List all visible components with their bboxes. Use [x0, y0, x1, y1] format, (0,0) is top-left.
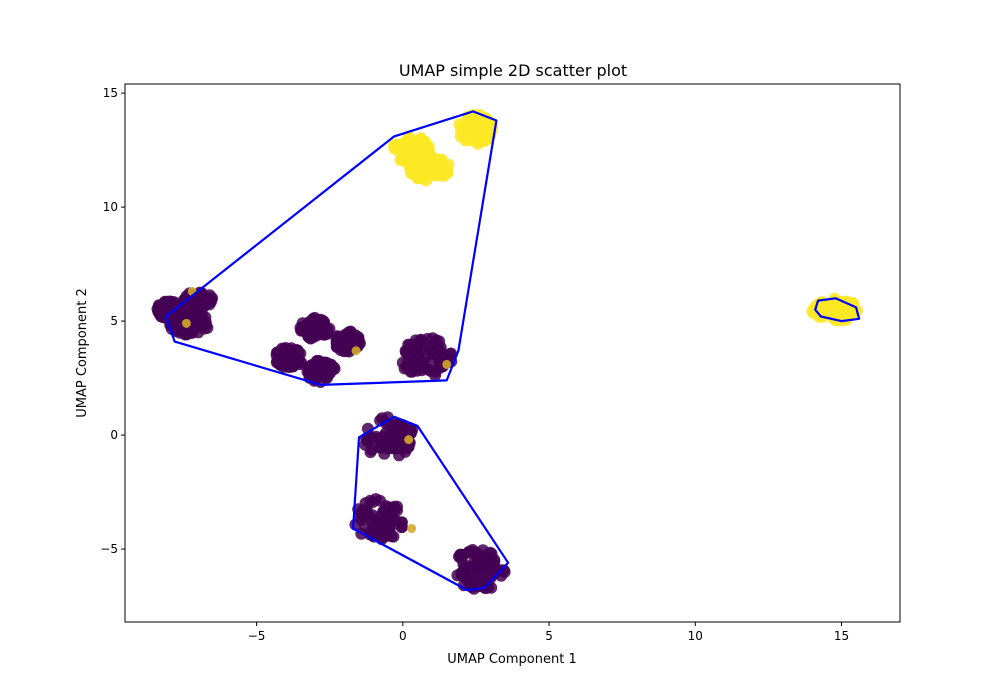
- scatter-point: [388, 439, 401, 452]
- y-tick-label: −5: [100, 542, 118, 556]
- scatter-point: [359, 497, 372, 510]
- scatter-point: [453, 118, 466, 131]
- scatter-point: [303, 331, 316, 343]
- scatter-point: [393, 418, 406, 431]
- scatter-point: [189, 294, 202, 307]
- scatter-point: [373, 441, 385, 454]
- scatter-point: [203, 298, 216, 311]
- convex-hull: [352, 415, 510, 592]
- scatter-point: [377, 531, 390, 544]
- scatter-point: [283, 357, 296, 370]
- scatter-point: [433, 335, 446, 348]
- scatter-point: [412, 172, 425, 184]
- scatter-point: [396, 139, 409, 151]
- y-tick-label: 5: [110, 314, 118, 328]
- y-tick-label: 0: [110, 428, 118, 442]
- x-tick-label: 10: [688, 629, 703, 643]
- scatter-point: [424, 354, 437, 367]
- scatter-point: [384, 513, 397, 526]
- scatter-point: [463, 112, 476, 125]
- scatter-point: [457, 558, 470, 571]
- scatter-point: [405, 344, 418, 356]
- scatter-point: [408, 154, 421, 166]
- scatter-point: [285, 348, 298, 360]
- convex-hull: [814, 297, 861, 323]
- scatter-point: [400, 442, 413, 455]
- y-axis-label: UMAP Component 2: [75, 288, 90, 417]
- scatter-point: [316, 363, 329, 376]
- scatter-point: [402, 130, 415, 143]
- scatter-point: [194, 314, 207, 327]
- points-layer: [151, 108, 863, 595]
- scatter-point: [380, 433, 393, 446]
- chart-title: UMAP simple 2D scatter plot: [399, 61, 627, 80]
- x-tick-label: 15: [834, 629, 849, 643]
- scatter-point: [407, 524, 417, 534]
- scatter-point: [330, 330, 343, 343]
- scatter-point: [363, 528, 376, 541]
- scatter-point: [295, 323, 308, 336]
- scatter-point: [427, 152, 440, 165]
- x-axis-ticks: −5 0 5 10 15: [248, 622, 849, 643]
- y-tick-label: 10: [103, 200, 118, 214]
- scatter-point: [429, 161, 442, 174]
- scatter-point: [481, 131, 494, 144]
- plot-frame: [124, 83, 901, 623]
- scatter-point: [442, 359, 452, 369]
- scatter-point: [307, 363, 320, 376]
- y-axis-ticks: −5 0 5 10 15: [100, 86, 125, 556]
- scatter-point: [463, 132, 476, 144]
- scatter-point: [485, 547, 498, 560]
- scatter-point: [472, 558, 485, 571]
- scatter-point: [388, 500, 401, 513]
- scatter-point: [355, 513, 368, 526]
- scatter-point: [439, 168, 451, 181]
- x-tick-label: −5: [248, 629, 266, 643]
- hulls-layer: [164, 110, 861, 592]
- scatter-point: [181, 318, 191, 328]
- scatter-point: [486, 569, 499, 582]
- scatter-point: [462, 546, 475, 559]
- y-tick-label: 15: [103, 86, 118, 100]
- scatter-point: [461, 573, 474, 586]
- scatter-point: [372, 516, 385, 528]
- x-axis-label: UMAP Component 1: [447, 652, 576, 667]
- scatter-point: [351, 346, 361, 356]
- convex-hull: [164, 110, 498, 386]
- scatter-point: [158, 296, 171, 309]
- scatter-point: [294, 358, 307, 371]
- x-tick-label: 5: [545, 629, 553, 643]
- scatter-point: [412, 137, 425, 149]
- scatter-point: [429, 369, 442, 382]
- scatter-point: [310, 322, 323, 335]
- scatter-point: [404, 435, 414, 445]
- scatter-point: [179, 297, 192, 310]
- x-tick-label: 0: [399, 629, 407, 643]
